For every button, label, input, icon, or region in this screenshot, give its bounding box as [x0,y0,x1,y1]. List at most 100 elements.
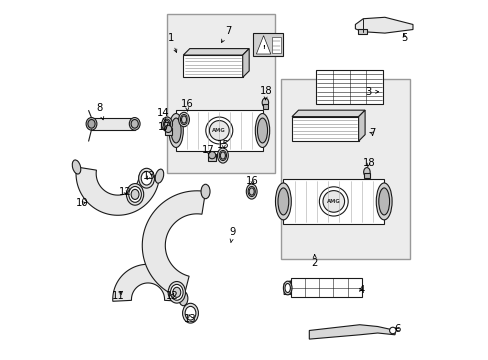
Ellipse shape [128,186,141,202]
Ellipse shape [217,148,228,163]
Ellipse shape [168,282,185,303]
Circle shape [164,125,171,132]
Ellipse shape [131,189,139,199]
Text: 14: 14 [157,108,169,121]
Polygon shape [91,118,134,130]
Ellipse shape [181,116,186,123]
Text: 1: 1 [167,33,177,53]
Text: 2: 2 [311,255,317,268]
Ellipse shape [172,287,181,297]
Ellipse shape [220,152,225,159]
Ellipse shape [262,98,268,107]
Ellipse shape [247,186,255,197]
Ellipse shape [219,150,226,161]
Text: 8: 8 [97,103,103,120]
Text: 18: 18 [362,158,374,168]
Polygon shape [358,110,365,141]
Polygon shape [256,36,270,54]
Ellipse shape [182,303,198,323]
Ellipse shape [86,117,97,130]
Text: 16: 16 [245,176,258,186]
Text: 17: 17 [158,122,171,132]
Ellipse shape [277,188,288,215]
Ellipse shape [162,117,172,131]
Ellipse shape [255,113,269,148]
Ellipse shape [170,284,183,300]
Ellipse shape [129,117,140,130]
Text: 3: 3 [365,87,378,97]
Bar [253,33,283,56]
Text: 13: 13 [184,314,196,324]
Ellipse shape [178,112,189,127]
Ellipse shape [72,160,81,174]
Circle shape [389,327,395,334]
Text: 10: 10 [75,198,88,208]
Text: AMG: AMG [212,128,226,133]
Ellipse shape [126,184,143,205]
Text: 17: 17 [201,145,214,156]
Ellipse shape [249,188,254,195]
Ellipse shape [168,113,183,148]
Text: 13: 13 [142,171,155,181]
Polygon shape [208,154,215,161]
Ellipse shape [164,121,169,128]
Text: 5: 5 [401,33,407,43]
Text: AMG: AMG [326,199,340,204]
Polygon shape [363,173,369,178]
Polygon shape [291,110,365,117]
Text: 9: 9 [229,227,236,243]
Ellipse shape [88,120,95,128]
Text: 12: 12 [165,291,178,301]
Ellipse shape [246,184,257,199]
Ellipse shape [275,183,291,220]
Ellipse shape [322,190,344,212]
Polygon shape [284,281,290,294]
Ellipse shape [155,169,163,183]
Polygon shape [262,104,268,109]
Text: 16: 16 [180,99,193,112]
Polygon shape [355,17,412,33]
Bar [167,14,275,173]
Text: 11: 11 [111,291,124,301]
Ellipse shape [257,118,267,143]
Ellipse shape [131,120,138,128]
Bar [272,37,280,53]
Ellipse shape [205,117,232,144]
Polygon shape [142,191,205,298]
Bar [280,79,409,259]
Text: 7: 7 [221,26,231,42]
Ellipse shape [378,188,389,215]
Ellipse shape [171,118,181,143]
Polygon shape [176,110,262,151]
Polygon shape [283,179,384,224]
Circle shape [208,152,215,159]
Ellipse shape [283,281,291,295]
Text: 4: 4 [358,285,364,295]
Ellipse shape [201,184,210,199]
Text: 12: 12 [119,186,131,197]
Polygon shape [291,117,358,141]
Text: 18: 18 [259,86,272,100]
Ellipse shape [375,183,391,220]
Ellipse shape [319,187,347,216]
Text: !: ! [262,45,264,50]
Text: 7: 7 [368,128,375,138]
Ellipse shape [285,284,290,292]
Polygon shape [316,70,382,104]
Ellipse shape [180,114,187,125]
Polygon shape [164,128,171,135]
Ellipse shape [163,119,170,129]
Text: 15: 15 [217,140,229,150]
Polygon shape [290,278,361,297]
Polygon shape [309,325,395,339]
Ellipse shape [363,167,369,176]
Polygon shape [76,167,159,215]
Polygon shape [183,49,249,55]
Text: 6: 6 [393,324,400,334]
Ellipse shape [209,121,229,140]
Ellipse shape [141,171,152,185]
Polygon shape [113,264,183,301]
Ellipse shape [139,168,154,188]
Ellipse shape [185,306,196,320]
Ellipse shape [179,291,187,306]
